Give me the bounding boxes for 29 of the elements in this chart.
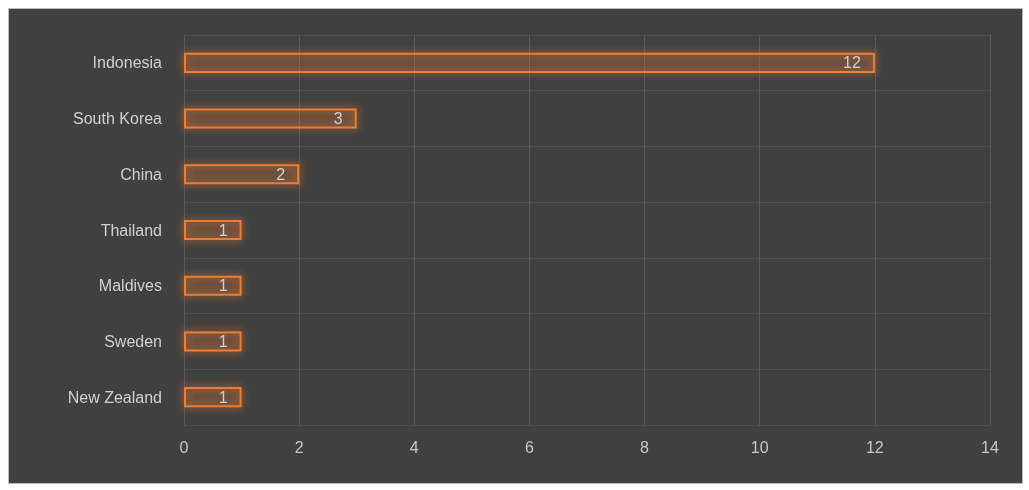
bar (184, 164, 300, 185)
x-tick-label: 4 (409, 438, 419, 456)
data-label: 12 (843, 54, 861, 72)
data-label: 1 (218, 388, 228, 406)
x-tick-label: 6 (524, 438, 534, 456)
bar (184, 108, 357, 129)
x-tick-label: 2 (294, 438, 304, 456)
bar (184, 331, 242, 352)
data-label: 1 (218, 221, 228, 239)
x-tick-label: 14 (981, 438, 999, 456)
y-tick-label: China (120, 165, 163, 183)
x-tick-label: 0 (179, 438, 189, 456)
data-label: 1 (218, 332, 228, 350)
bar (184, 219, 242, 241)
x-tick-label: 12 (865, 438, 884, 456)
y-tick-label: Maldives (98, 277, 162, 295)
x-tick-label: 10 (750, 438, 769, 456)
y-tick-label: Sweden (104, 332, 162, 350)
bar (184, 387, 242, 408)
data-label: 1 (218, 277, 228, 295)
y-tick-label: Indonesia (92, 54, 163, 72)
y-tick-label: South Korea (73, 110, 163, 128)
bar (184, 52, 875, 73)
bar (184, 275, 242, 296)
y-tick-label: New Zealand (67, 388, 162, 406)
x-tick-label: 8 (640, 438, 650, 456)
data-label: 3 (333, 110, 343, 128)
y-tick-label: Thailand (100, 221, 162, 239)
data-label: 2 (276, 165, 286, 183)
